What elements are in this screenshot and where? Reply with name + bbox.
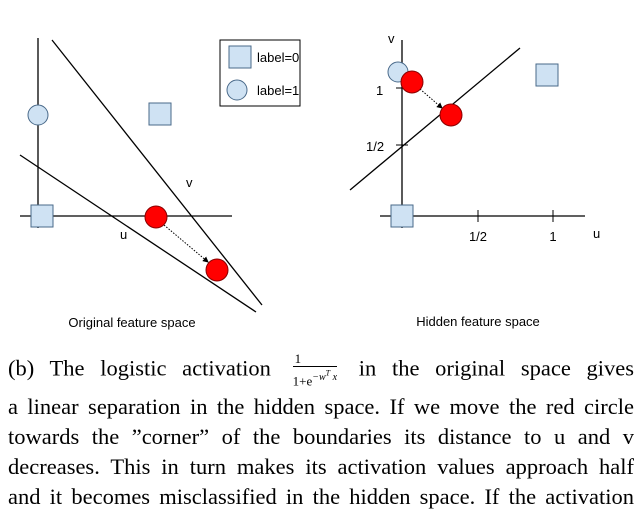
v-label: v [388,31,395,46]
svg-text:label=1: label=1 [257,83,299,98]
caption-line-4: decreases. This in turn makes its activa… [8,454,634,479]
left-panel-title: Original feature space [68,315,195,330]
y-tick-half: 1/2 [366,139,384,154]
boundary-line-v [51,39,263,306]
red-circle-start [144,205,168,229]
red-circle-end [439,103,463,127]
legend: label=0 label=1 [219,39,301,107]
move-arrow [419,88,443,109]
move-arrow [163,224,209,263]
svg-text:label=0: label=0 [257,50,299,65]
v-label: v [186,175,193,190]
x-tick-one: 1 [549,229,556,244]
right-panel: v u 1/2 1 1/2 1 Hidden feature space [349,31,600,329]
u-label: u [120,227,127,242]
x-tick-half: 1/2 [469,229,487,244]
logistic-formula: 1 1+e−wT x [292,351,338,389]
square-label0-origin [30,204,54,228]
legend-circle [226,79,248,101]
y-tick-one: 1 [376,83,383,98]
caption-line-3: towards the ”corner” of the boundaries i… [8,424,634,449]
left-panel: v u Original feature space [19,38,263,330]
red-circle-start [400,70,424,94]
square-label0 [148,102,172,126]
caption-line-1: (b) The logistic activation 1 1+e−wT x i… [8,351,635,389]
separation-line [349,47,521,191]
figure: v u Original feature space label=0 label… [19,31,600,330]
circle-label1 [27,104,49,126]
red-circle-end [205,258,229,282]
caption-line-5: and it becomes misclassified in the hidd… [8,484,634,509]
right-panel-title: Hidden feature space [416,314,540,329]
caption-line-2: a linear separation in the hidden space.… [8,394,634,419]
square-label0 [535,63,559,87]
boundary-line-u [19,154,257,313]
square-label0-origin [390,204,414,228]
legend-square [228,45,252,69]
u-label: u [593,226,600,241]
